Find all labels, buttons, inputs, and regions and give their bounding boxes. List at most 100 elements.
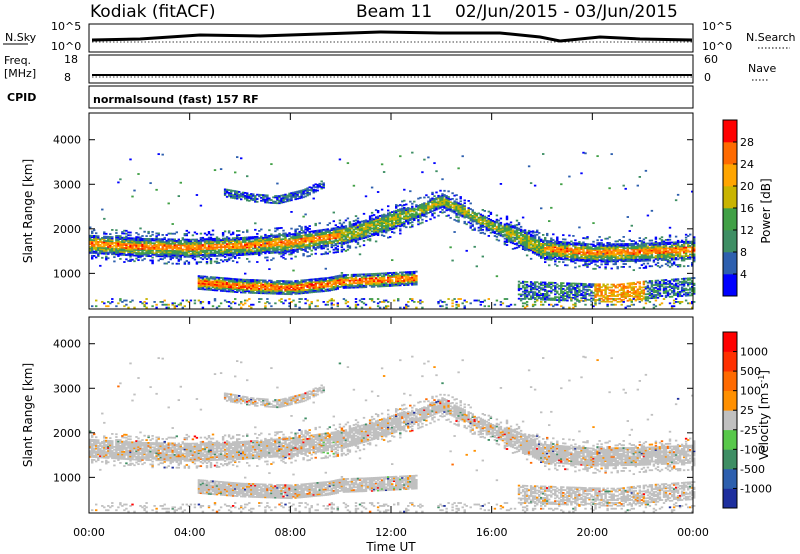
power-cell [157, 232, 160, 235]
power-cell [417, 220, 420, 223]
power-cell [517, 293, 521, 296]
power-cell [238, 237, 241, 239]
power-cell [256, 287, 259, 290]
power-cell [415, 212, 418, 215]
power-cell [221, 277, 225, 280]
power-cell [554, 290, 557, 293]
power-cell [562, 296, 565, 299]
power-cell [324, 241, 328, 244]
power-cell [521, 245, 525, 248]
power-cell [260, 286, 263, 289]
power-cell [475, 222, 479, 225]
power-cell [344, 278, 348, 281]
power-cell [387, 213, 390, 216]
power-cell [260, 251, 263, 254]
power-cell [435, 202, 438, 205]
power-cell [447, 208, 450, 211]
power-cell [272, 234, 275, 237]
power-cell [387, 277, 390, 280]
power-cell [554, 259, 557, 262]
power-cell [300, 290, 303, 293]
power-cell [258, 193, 261, 196]
power-cell [91, 305, 94, 308]
power-cell [382, 272, 386, 275]
power-cell [288, 293, 291, 296]
power-cell [527, 245, 531, 248]
power-cell [374, 240, 378, 243]
power-cell [554, 243, 557, 246]
power-cell [97, 243, 100, 246]
power-cell [153, 301, 156, 303]
power-cell [463, 209, 466, 212]
power-cell [135, 249, 138, 251]
power-cell [266, 200, 269, 203]
power-cell [391, 228, 394, 231]
power-cell [560, 295, 563, 297]
power-cell [411, 298, 414, 300]
power-cell [558, 258, 561, 260]
power-cell [467, 211, 470, 214]
power-cell [318, 182, 321, 185]
power-cell [423, 213, 426, 216]
power-cell [250, 244, 253, 247]
power-cell [521, 305, 525, 308]
power-cell [431, 204, 434, 207]
power-cell [459, 211, 462, 214]
power-cell [238, 234, 241, 237]
power-cell [519, 225, 523, 228]
power-cell [288, 302, 291, 305]
power-cell [562, 299, 565, 302]
power-cell [290, 244, 293, 247]
power-cell [99, 245, 102, 248]
power-cell [225, 254, 229, 257]
power-cell [276, 284, 279, 287]
power-cell [205, 281, 209, 284]
power-cell [479, 217, 483, 220]
power-cell [431, 213, 434, 215]
power-cell [340, 250, 344, 253]
power-cell [310, 288, 313, 291]
power-cell [280, 290, 283, 292]
power-cell [352, 222, 356, 225]
power-cell [445, 199, 448, 202]
power-cell [342, 232, 346, 235]
power-cell [473, 211, 476, 214]
power-cell [284, 239, 287, 242]
power-cell [165, 252, 168, 255]
power-cell [523, 298, 527, 300]
power-cell [376, 217, 380, 219]
power-cell [225, 248, 229, 251]
power-cell [544, 238, 547, 241]
power-cell [529, 289, 533, 292]
power-cell [403, 206, 406, 209]
power-cell [312, 197, 315, 200]
power-cell [264, 194, 267, 197]
power-cell [252, 247, 255, 250]
power-cell [505, 298, 509, 300]
power-cell [203, 280, 207, 282]
power-cell [286, 233, 289, 236]
power-cell [288, 283, 291, 286]
power-cell [105, 244, 108, 247]
power-cell [151, 238, 154, 240]
power-cell [328, 276, 332, 279]
power-cell [548, 286, 551, 288]
power-cell [173, 247, 177, 249]
power-cell [270, 233, 273, 236]
power-cell [435, 197, 438, 200]
power-cell [564, 252, 567, 255]
power-cell [229, 233, 233, 236]
power-cell [525, 291, 529, 293]
power-cell [258, 230, 261, 232]
power-cell [266, 249, 269, 252]
power-cell [89, 250, 92, 253]
power-cell [236, 241, 239, 244]
power-cell [401, 200, 404, 203]
power-cell [364, 236, 368, 239]
power-cell [391, 218, 394, 221]
power-cell [566, 245, 569, 248]
power-cell [179, 251, 183, 254]
power-cell [288, 198, 291, 201]
power-cell [521, 293, 525, 296]
power-cell [370, 281, 374, 284]
